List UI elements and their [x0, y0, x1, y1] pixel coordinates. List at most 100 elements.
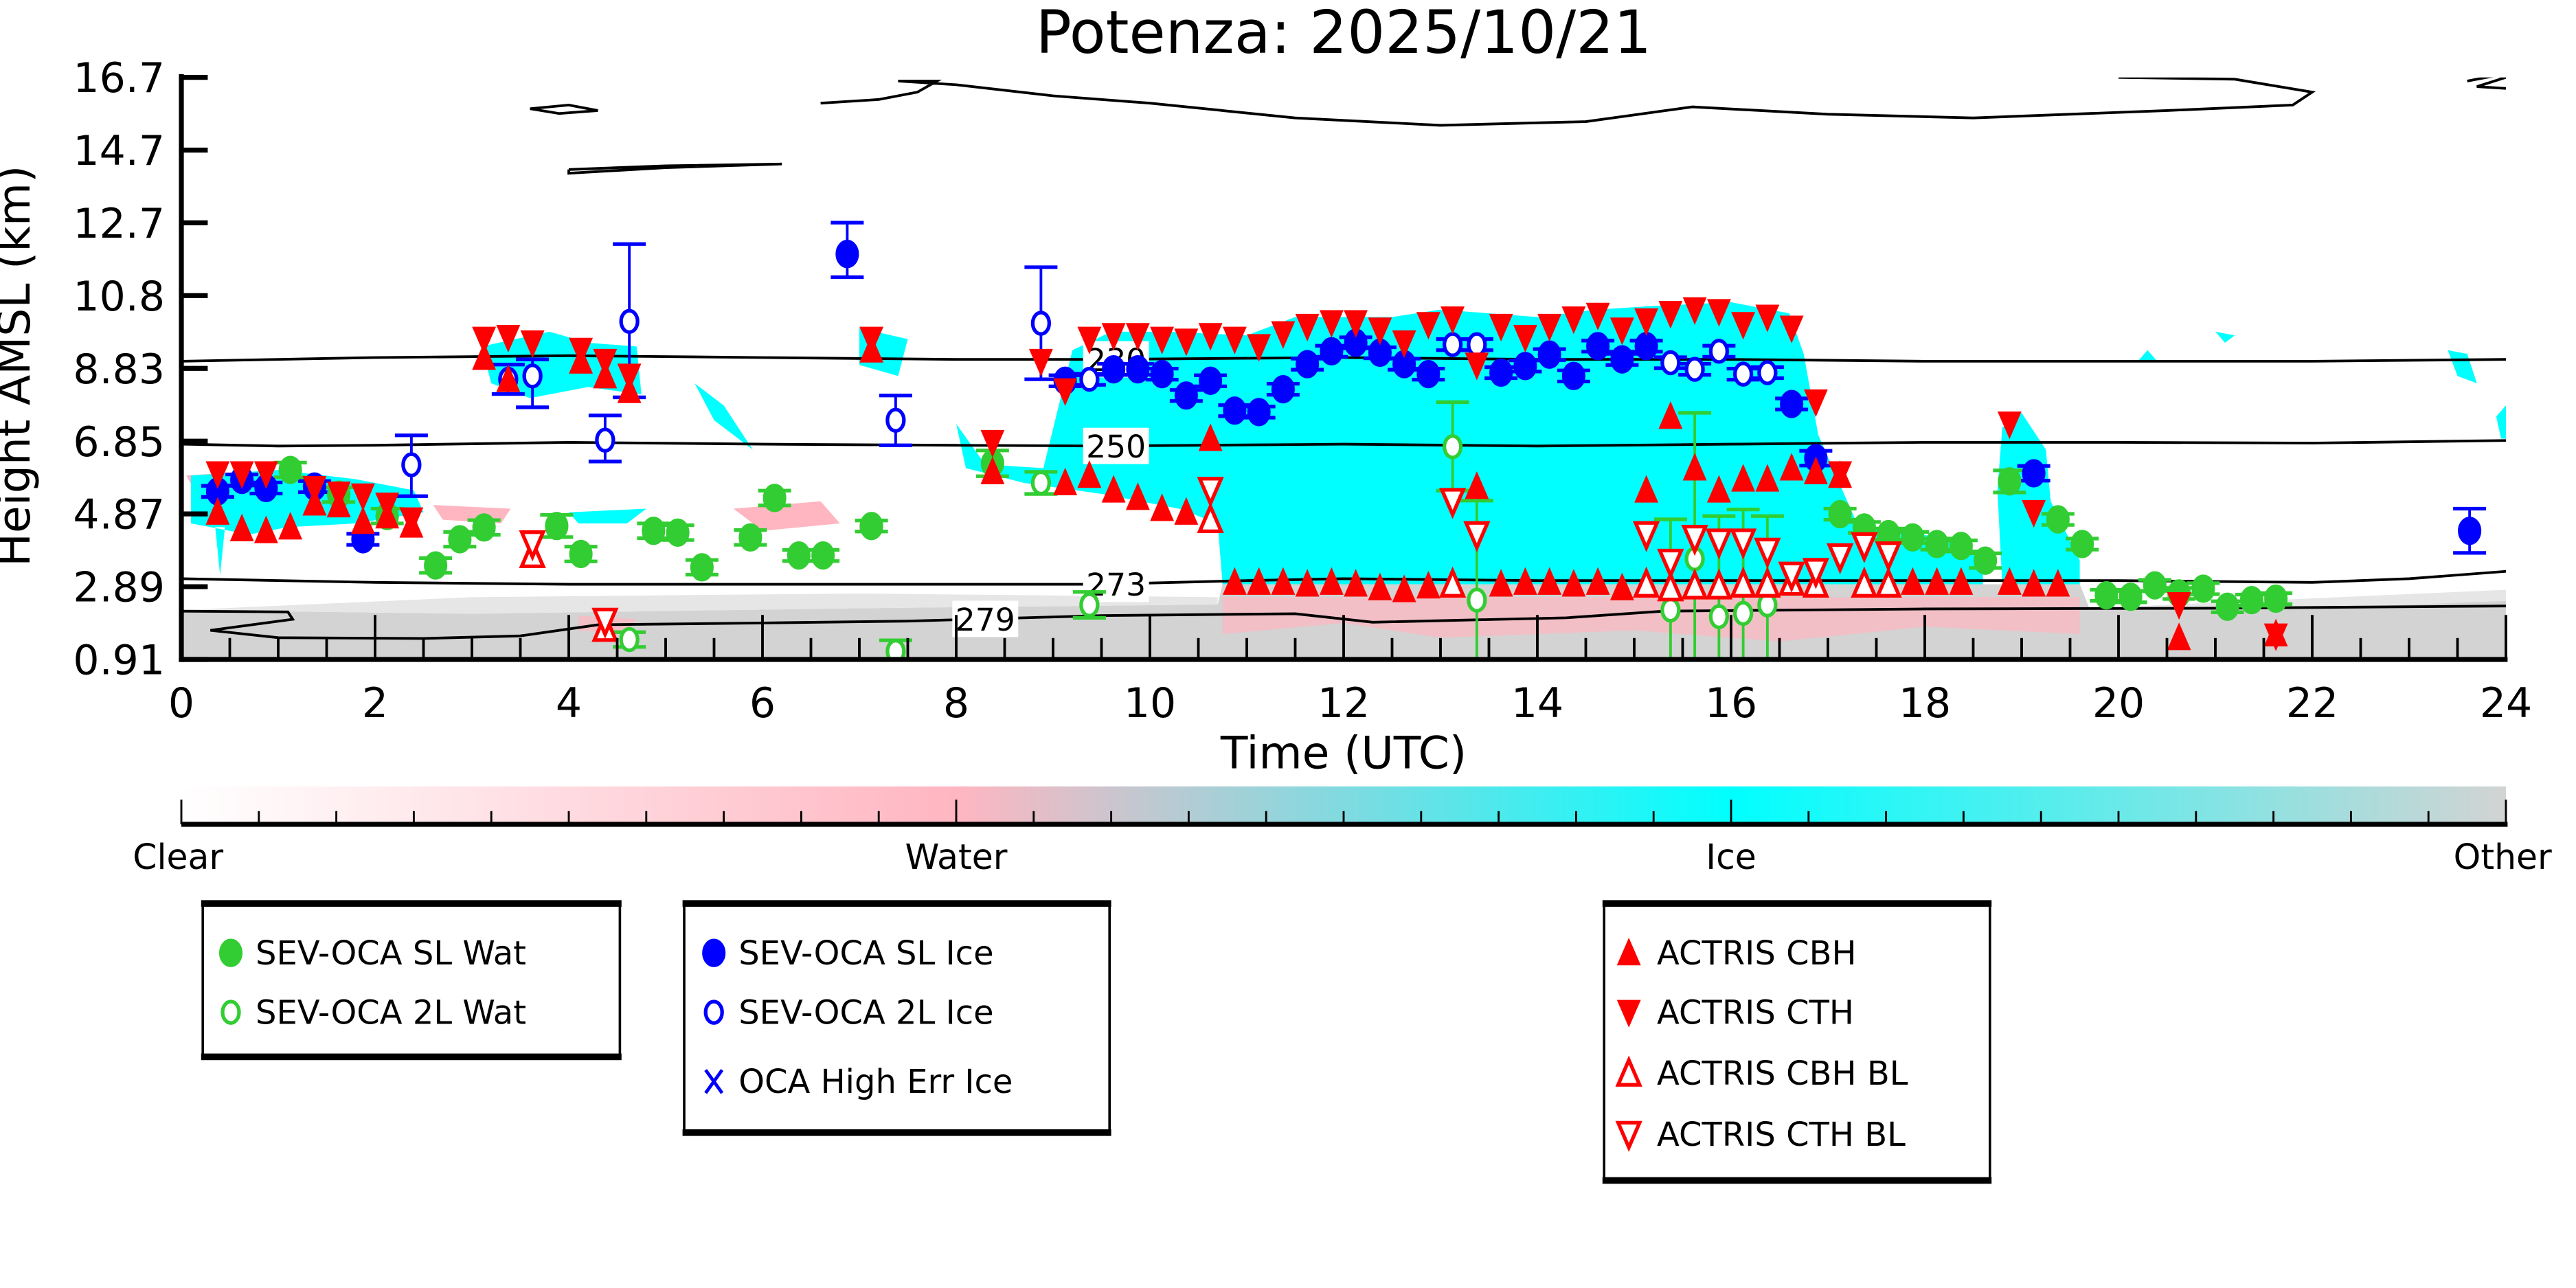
contour-label-background: [1083, 427, 1149, 464]
x-tick-label: 24: [2480, 679, 2532, 727]
point-actris-cth: [1731, 312, 1756, 340]
point-actris-cth: [1537, 313, 1562, 342]
point-actris-cth: [520, 330, 545, 359]
point-sev-oca-2l-ice: [1030, 310, 1052, 336]
x-tick-label: 2: [362, 679, 388, 727]
point-actris-cbh: [1513, 567, 1537, 595]
point-actris-cth: [1634, 308, 1659, 337]
point-actris-cth-bl: [1681, 525, 1708, 556]
point-actris-cth: [593, 348, 618, 377]
point-actris-cbh: [1392, 574, 1416, 602]
legend-item-sl-wat: [218, 938, 243, 967]
point-sev-oca-2l-ice: [619, 308, 640, 335]
point-actris-cth: [205, 461, 230, 489]
point-actris-cbh: [1561, 569, 1586, 597]
legend-item-cbh-bl: [1615, 1055, 1642, 1087]
point-sev-oca-sl-wat: [472, 513, 496, 542]
point-sev-oca-sl-wat: [424, 551, 448, 580]
point-actris-cbh-bl: [1730, 566, 1757, 598]
point-actris-cbh: [1609, 572, 1634, 600]
point-sev-oca-2l-wat: [1660, 597, 1681, 623]
point-actris-cbh: [1658, 401, 1683, 429]
point-actris-cth: [472, 326, 497, 354]
y-tick-label: 4.87: [73, 491, 165, 539]
point-actris-cth: [375, 493, 400, 521]
point-actris-cbh-bl: [1681, 568, 1708, 600]
point-sev-oca-2l-ice: [401, 452, 422, 477]
point-actris-cth: [980, 429, 1005, 458]
point-actris-cth-bl: [1439, 488, 1467, 519]
contour-line: [2467, 77, 2506, 90]
point-actris-cth-bl: [1633, 521, 1660, 552]
point-actris-cth-bl: [1197, 477, 1224, 508]
point-actris-cth: [1609, 317, 1634, 346]
point-actris-cbh: [350, 506, 375, 534]
contour-line: [181, 605, 2506, 640]
point-actris-cbh: [1779, 453, 1804, 481]
point-actris-cbh-bl: [1197, 501, 1224, 534]
point-actris-cbh: [205, 497, 230, 525]
point-sev-oca-sl-ice: [1561, 361, 1585, 390]
contour-line: [530, 103, 598, 115]
legend-item-high-err-ice: [704, 1069, 724, 1094]
legend-item-sl-ice: [702, 938, 726, 967]
point-actris-cth-bl: [519, 530, 546, 562]
point-actris-cth-bl: [1463, 521, 1491, 552]
y-axis-ticks: 0.91 2.89 4.87 6.85 8.83 10.8 12.7 14.7 16.7: [73, 54, 208, 685]
point-sev-oca-sl-ice: [1102, 355, 1126, 384]
point-actris-cbh: [229, 513, 254, 542]
point-sev-oca-sl-ice: [1489, 358, 1513, 387]
point-sev-oca-sl-ice: [1586, 332, 1610, 361]
point-actris-cbh: [1925, 567, 1950, 595]
point-actris-cth: [1344, 310, 1368, 338]
point-sev-oca-sl-ice: [1416, 360, 1440, 389]
point-actris-cbh: [2167, 622, 2191, 651]
x-stroke: [704, 1069, 724, 1094]
point-actris-cth: [1125, 323, 1150, 351]
legend-marker-actris-cth-bl: [1615, 1120, 1642, 1153]
x-tick-label: 16: [1705, 679, 1757, 727]
point-sev-oca-sl-wat: [278, 455, 302, 484]
point-actris-cbh: [1174, 497, 1199, 525]
point-sev-oca-sl-ice: [2022, 459, 2046, 488]
point-actris-cbh: [472, 342, 497, 370]
y-tick-label: 16.7: [73, 54, 165, 102]
colorbar-label-ice: Ice: [1706, 837, 1756, 877]
colorbar-label-clear: Clear: [133, 837, 223, 877]
point-actris-cth: [1682, 297, 1707, 325]
point-actris-cbh-bl: [1633, 566, 1660, 598]
legend-label-cbh-bl: ACTRIS CBH BL: [1657, 1054, 1908, 1093]
legend-label-cth: ACTRIS CTH: [1657, 993, 1854, 1032]
legend-marker-actris-cth: [1616, 999, 1641, 1028]
point-actris-cth: [1489, 313, 1513, 342]
point-actris-cth: [399, 507, 424, 535]
point-actris-cbh: [1900, 567, 1925, 595]
x-tick-label: 14: [1511, 679, 1563, 727]
legend-marker-actris-cbh-bl: [1615, 1055, 1642, 1087]
point-actris-cbh: [496, 364, 521, 392]
point-sev-oca-sl-wat: [642, 517, 666, 545]
point-actris-cth: [1755, 304, 1780, 332]
legend-marker-sev-oca-sl-ice: [702, 938, 726, 967]
point-sev-oca-sl-wat: [2046, 505, 2070, 534]
point-sev-oca-sl-wat: [738, 523, 762, 552]
point-sev-oca-2l-wat: [1079, 592, 1100, 618]
cloud-mask-image: 230250273279: [181, 77, 2506, 659]
point-actris-cbh: [1077, 460, 1102, 488]
point-sev-oca-sl-wat: [2264, 584, 2288, 613]
point-actris-cth: [1077, 326, 1102, 354]
data-markers: [205, 240, 2482, 659]
point-actris-cth-bl: [1778, 561, 1805, 593]
y-tick-label: 10.8: [73, 273, 165, 321]
y-tick-label: 14.7: [73, 127, 165, 175]
point-sev-oca-sl-wat: [690, 553, 714, 582]
chart-title: Potenza: 2025/10/21: [1036, 0, 1651, 67]
point-sev-oca-2l-ice: [522, 363, 543, 389]
x-tick-label: 8: [943, 679, 969, 727]
point-actris-cbh: [1295, 569, 1320, 597]
point-sev-oca-2l-ice: [1467, 332, 1487, 357]
point-sev-oca-sl-wat: [2239, 585, 2263, 615]
y-axis-title: Height AMSL (km): [0, 166, 41, 567]
point-sev-oca-2l-ice: [1732, 361, 1754, 387]
